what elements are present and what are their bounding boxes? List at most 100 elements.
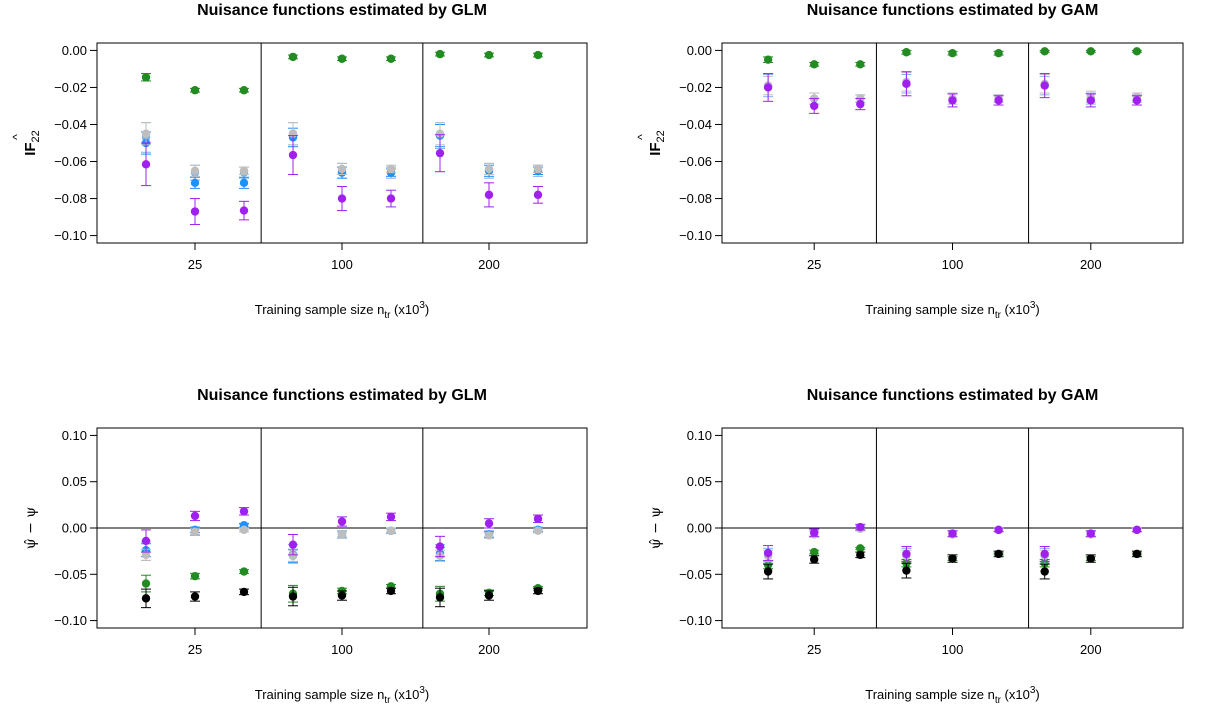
series-black <box>763 549 1142 580</box>
x-axis-label: Training sample size ntr (x103) <box>255 685 430 706</box>
data-point <box>902 79 911 88</box>
data-point <box>435 129 445 138</box>
data-point <box>856 60 865 69</box>
series-green <box>141 49 543 95</box>
data-point <box>994 96 1003 105</box>
data-point <box>763 83 773 92</box>
x-tick-label: 200 <box>478 642 500 657</box>
y-tick-label: −0.02 <box>54 80 87 95</box>
data-point <box>948 96 957 105</box>
data-point <box>484 190 494 200</box>
data-point <box>902 48 911 57</box>
y-tick-label: 0.00 <box>687 521 712 536</box>
data-point <box>1086 529 1096 538</box>
data-point <box>141 594 151 603</box>
data-point <box>190 592 200 601</box>
data-point <box>141 550 151 560</box>
data-point <box>435 593 445 602</box>
x-axis-label: Training sample size ntr (x103) <box>865 685 1040 706</box>
x-tick-label: 200 <box>478 257 500 272</box>
y-tick-label: 0.00 <box>62 43 87 58</box>
data-point <box>141 160 151 169</box>
data-point <box>856 99 865 109</box>
data-point <box>1040 549 1049 559</box>
y-tick-label: 0.10 <box>62 428 87 443</box>
x-tick-label: 25 <box>807 257 821 272</box>
data-point <box>948 48 957 58</box>
data-point <box>533 586 543 596</box>
data-point <box>386 586 396 596</box>
y-tick-label: −0.05 <box>679 567 712 582</box>
chart-panel-1: Nuisance functions estimated by GLM 0.00 −… <box>10 2 588 321</box>
y-axis-label: ψ̂ − ψ <box>648 507 664 550</box>
data-point <box>1040 81 1049 90</box>
series-purple <box>763 71 1142 114</box>
y-tick-label: −0.06 <box>679 154 712 169</box>
data-point <box>190 166 200 175</box>
series-grey <box>141 525 543 562</box>
data-point <box>288 52 298 62</box>
data-point <box>435 148 445 158</box>
y-tick-label: −0.10 <box>679 613 712 628</box>
data-point <box>1086 554 1096 563</box>
data-point <box>239 587 249 597</box>
data-point <box>1132 96 1142 105</box>
plot-frame <box>96 42 588 244</box>
data-point <box>141 536 151 546</box>
data-point <box>484 591 494 600</box>
data-point <box>141 129 151 138</box>
series-lightblue <box>141 522 543 564</box>
data-point <box>1132 525 1142 535</box>
data-point <box>484 531 494 540</box>
series-blue <box>141 123 543 189</box>
y-axis-label: IF22 <box>647 130 667 156</box>
data-point <box>190 86 200 95</box>
data-point <box>239 567 249 576</box>
x-axis-label: Training sample size ntr (x103) <box>865 300 1040 321</box>
data-point <box>856 544 865 553</box>
data-point <box>386 194 396 203</box>
hat-accent: ^ <box>10 134 24 140</box>
data-point <box>337 530 347 539</box>
y-tick-label: −0.08 <box>679 191 712 206</box>
y-tick-label: −0.10 <box>679 228 712 243</box>
y-tick-label: −0.02 <box>679 80 712 95</box>
data-point <box>288 540 298 549</box>
chart-panel-3: Nuisance functions estimated by GLM 0.10 0… <box>23 387 588 706</box>
data-point <box>337 591 347 600</box>
data-point <box>994 549 1003 559</box>
data-point <box>337 164 347 174</box>
data-point <box>337 194 347 203</box>
y-axis-label: ψ̂ − ψ <box>23 507 39 550</box>
data-point <box>763 55 773 64</box>
data-point <box>810 101 819 111</box>
y-tick-label: −0.05 <box>54 567 87 582</box>
data-point <box>902 549 911 559</box>
data-point <box>1040 47 1049 56</box>
data-point <box>856 550 865 560</box>
data-point <box>239 178 249 188</box>
data-point <box>190 178 200 188</box>
data-point <box>533 526 543 535</box>
series-purple <box>763 522 1142 562</box>
x-tick-label: 100 <box>942 257 964 272</box>
data-point <box>141 579 151 588</box>
data-point <box>484 519 494 528</box>
data-point <box>288 592 298 601</box>
data-point <box>810 60 819 69</box>
chart-title: Nuisance functions estimated by GLM <box>197 387 487 404</box>
x-tick-label: 25 <box>807 642 821 657</box>
data-point <box>239 86 249 95</box>
data-point <box>386 54 396 63</box>
y-tick-label: 0.05 <box>687 474 712 489</box>
data-point <box>190 527 200 536</box>
data-point <box>810 528 819 537</box>
x-axis-label: Training sample size ntr (x103) <box>255 300 430 321</box>
data-point <box>763 548 773 558</box>
x-tick-label: 200 <box>1080 642 1102 657</box>
data-point <box>763 567 773 576</box>
y-tick-label: −0.04 <box>54 117 87 132</box>
data-point <box>1132 549 1142 559</box>
data-point <box>435 49 445 59</box>
y-tick-label: 0.05 <box>62 474 87 489</box>
